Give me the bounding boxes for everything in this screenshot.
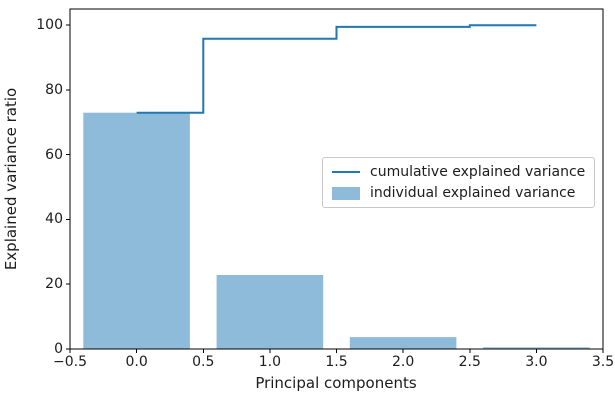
x-axis-label: Principal components	[255, 374, 417, 392]
legend-label-individual: individual explained variance	[370, 185, 576, 201]
legend: cumulative explained variance individual…	[322, 157, 596, 208]
line-swatch-icon	[332, 171, 360, 173]
bar	[483, 347, 590, 349]
legend-entry-cumulative: cumulative explained variance	[332, 163, 585, 181]
bar	[216, 275, 324, 349]
bar	[349, 337, 457, 349]
y-axis-label: Explained variance ratio	[2, 87, 20, 271]
cumulative-line	[136, 24, 537, 114]
patch-swatch-icon	[332, 186, 360, 200]
legend-entry-individual: individual explained variance	[332, 184, 585, 202]
bar	[83, 112, 190, 349]
legend-label-cumulative: cumulative explained variance	[370, 164, 586, 180]
